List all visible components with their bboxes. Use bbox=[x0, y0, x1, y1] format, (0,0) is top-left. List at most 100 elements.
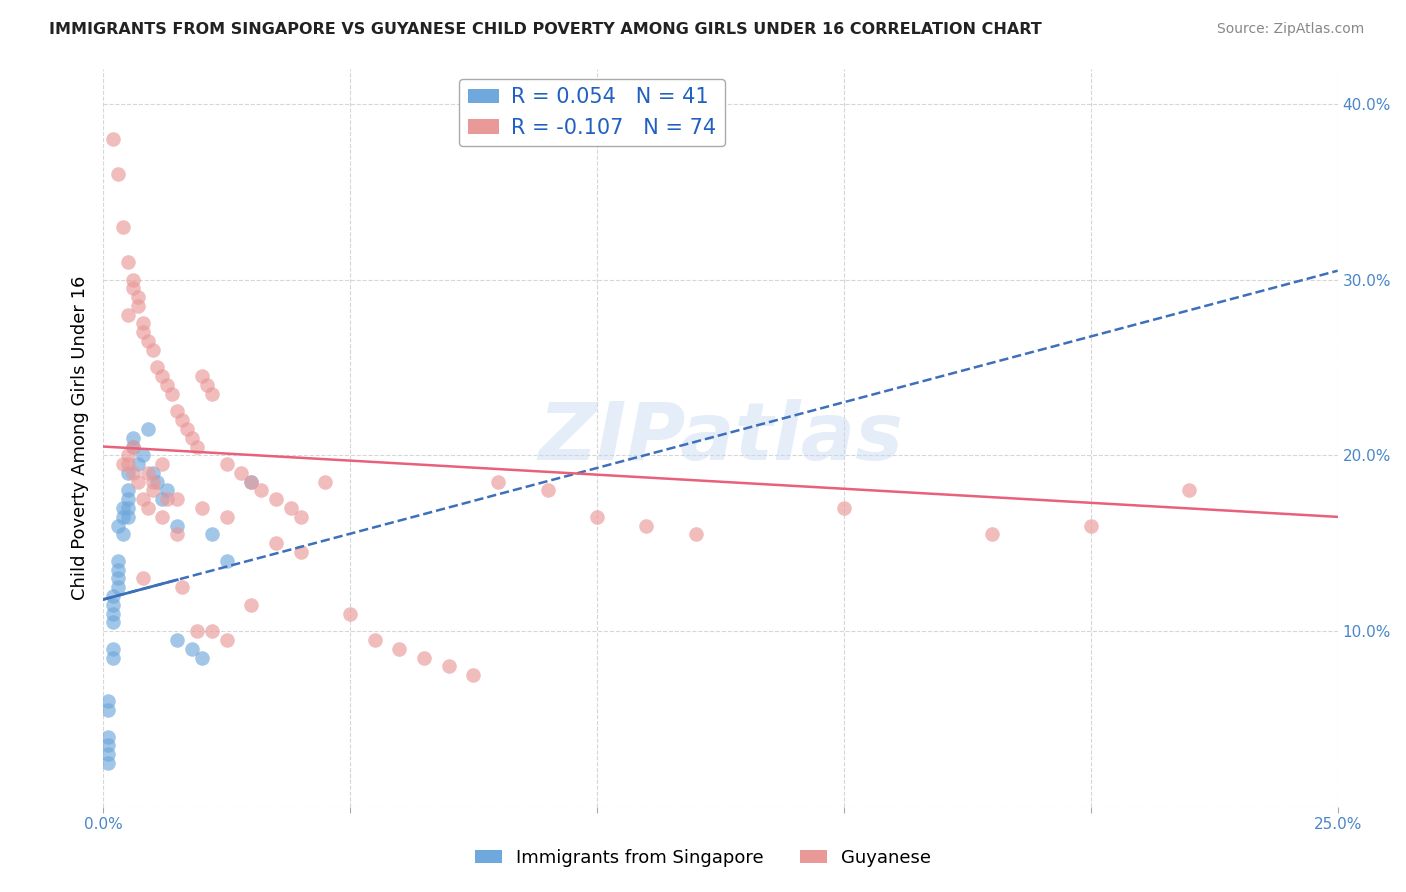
Point bbox=[111, 219, 134, 234]
Point bbox=[101, 589, 124, 603]
Point bbox=[215, 632, 238, 647]
Point bbox=[1080, 518, 1102, 533]
Point bbox=[166, 527, 188, 541]
Point bbox=[339, 607, 361, 621]
Point bbox=[215, 509, 238, 524]
Point bbox=[101, 598, 124, 612]
Point bbox=[150, 492, 173, 507]
Point bbox=[685, 527, 707, 541]
Point bbox=[117, 448, 139, 462]
Point bbox=[107, 580, 129, 594]
Point bbox=[111, 501, 134, 516]
Point bbox=[172, 580, 194, 594]
Point bbox=[141, 466, 163, 480]
Point bbox=[201, 527, 224, 541]
Point bbox=[280, 501, 302, 516]
Legend: R = 0.054   N = 41, R = -0.107   N = 74: R = 0.054 N = 41, R = -0.107 N = 74 bbox=[460, 78, 724, 146]
Point bbox=[121, 272, 143, 286]
Point bbox=[97, 694, 120, 708]
Point bbox=[290, 545, 312, 559]
Point bbox=[156, 483, 179, 498]
Point bbox=[117, 509, 139, 524]
Point bbox=[127, 299, 149, 313]
Point bbox=[586, 509, 609, 524]
Point bbox=[156, 492, 179, 507]
Text: ZIPatlas: ZIPatlas bbox=[538, 399, 903, 476]
Point bbox=[131, 325, 153, 339]
Point bbox=[1178, 483, 1201, 498]
Point bbox=[166, 404, 188, 418]
Point bbox=[97, 756, 120, 770]
Point bbox=[111, 527, 134, 541]
Point bbox=[97, 730, 120, 744]
Point bbox=[156, 378, 179, 392]
Point bbox=[166, 492, 188, 507]
Point bbox=[388, 641, 411, 656]
Point bbox=[215, 554, 238, 568]
Point bbox=[250, 483, 273, 498]
Point bbox=[107, 554, 129, 568]
Y-axis label: Child Poverty Among Girls Under 16: Child Poverty Among Girls Under 16 bbox=[72, 276, 89, 600]
Point bbox=[240, 475, 263, 489]
Point bbox=[121, 440, 143, 454]
Point bbox=[413, 650, 436, 665]
Point bbox=[195, 378, 218, 392]
Point bbox=[131, 492, 153, 507]
Point bbox=[181, 431, 204, 445]
Point bbox=[240, 598, 263, 612]
Point bbox=[101, 607, 124, 621]
Point bbox=[264, 492, 287, 507]
Point bbox=[131, 317, 153, 331]
Point bbox=[127, 475, 149, 489]
Point bbox=[101, 641, 124, 656]
Point bbox=[136, 466, 159, 480]
Point bbox=[981, 527, 1004, 541]
Point bbox=[636, 518, 658, 533]
Point bbox=[215, 457, 238, 471]
Point bbox=[536, 483, 558, 498]
Point bbox=[141, 343, 163, 357]
Point bbox=[290, 509, 312, 524]
Point bbox=[141, 475, 163, 489]
Point bbox=[117, 492, 139, 507]
Point bbox=[117, 501, 139, 516]
Point bbox=[121, 440, 143, 454]
Point bbox=[231, 466, 253, 480]
Point bbox=[97, 703, 120, 717]
Point bbox=[150, 457, 173, 471]
Point bbox=[364, 632, 387, 647]
Point bbox=[314, 475, 336, 489]
Point bbox=[121, 281, 143, 295]
Point bbox=[101, 615, 124, 630]
Point bbox=[191, 501, 214, 516]
Point bbox=[162, 386, 184, 401]
Point bbox=[131, 448, 153, 462]
Point bbox=[191, 369, 214, 384]
Point bbox=[191, 650, 214, 665]
Point bbox=[117, 457, 139, 471]
Point bbox=[264, 536, 287, 550]
Point bbox=[136, 334, 159, 348]
Point bbox=[107, 518, 129, 533]
Point bbox=[201, 386, 224, 401]
Text: Source: ZipAtlas.com: Source: ZipAtlas.com bbox=[1216, 22, 1364, 37]
Point bbox=[150, 509, 173, 524]
Point bbox=[166, 518, 188, 533]
Point bbox=[172, 413, 194, 427]
Point bbox=[121, 466, 143, 480]
Point bbox=[486, 475, 509, 489]
Point bbox=[437, 659, 460, 673]
Point bbox=[176, 422, 198, 436]
Text: IMMIGRANTS FROM SINGAPORE VS GUYANESE CHILD POVERTY AMONG GIRLS UNDER 16 CORRELA: IMMIGRANTS FROM SINGAPORE VS GUYANESE CH… bbox=[49, 22, 1042, 37]
Point bbox=[186, 624, 208, 639]
Point bbox=[150, 369, 173, 384]
Point bbox=[117, 255, 139, 269]
Point bbox=[181, 641, 204, 656]
Point bbox=[166, 632, 188, 647]
Point bbox=[121, 431, 143, 445]
Legend: Immigrants from Singapore, Guyanese: Immigrants from Singapore, Guyanese bbox=[467, 842, 939, 874]
Point bbox=[136, 422, 159, 436]
Point bbox=[107, 571, 129, 585]
Point bbox=[186, 440, 208, 454]
Point bbox=[97, 747, 120, 762]
